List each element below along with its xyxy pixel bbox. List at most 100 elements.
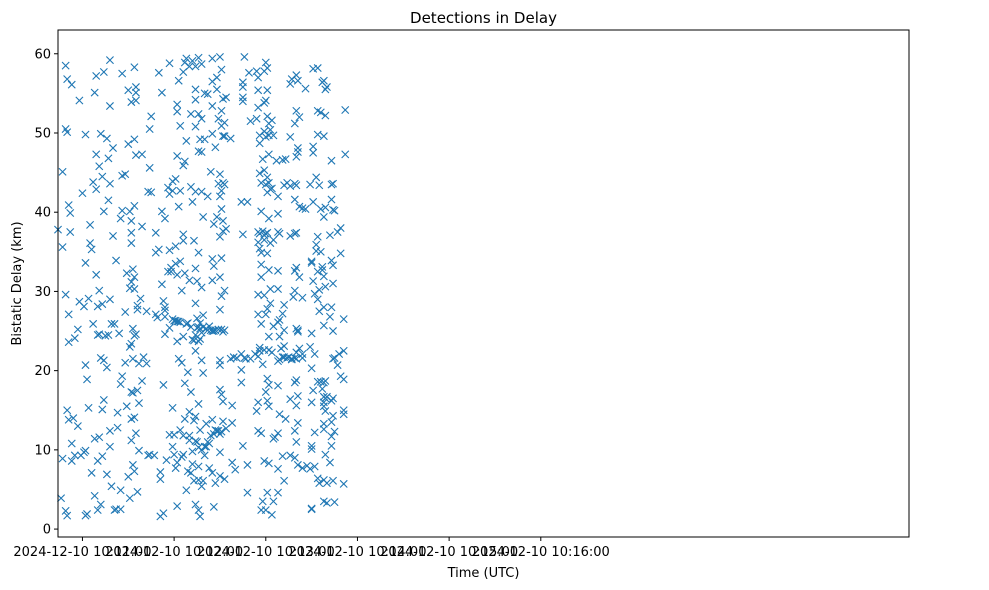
data-point [292,71,301,80]
data-point [240,52,249,61]
x-tick-label: 2024-12-10 10:13:00 [197,545,335,560]
data-point [208,468,217,477]
data-point [215,170,224,179]
data-point [321,111,330,120]
data-point [318,262,327,271]
data-point [280,342,289,351]
y-tick-label: 50 [34,126,51,141]
data-point [292,263,301,272]
data-point [322,479,331,488]
data-point [274,318,282,327]
data-point [164,183,172,192]
data-point [215,448,224,457]
data-point [315,181,324,190]
data-point [266,285,275,294]
data-point [309,277,318,286]
data-point [306,180,315,189]
data-point [208,102,217,111]
data-point [110,319,119,328]
data-point [173,151,182,160]
data-point [180,414,189,423]
data-point [92,185,101,194]
data-point [197,60,206,69]
data-point [157,207,166,216]
data-point [322,83,331,92]
data-point [298,464,307,473]
data-point [329,394,337,403]
data-point [130,285,139,294]
data-point [228,401,237,410]
data-point [261,388,270,397]
data-point [64,201,73,210]
data-point [290,286,299,295]
data-point [339,315,348,324]
data-point [264,150,273,159]
data-point [254,238,263,247]
data-point [280,300,289,309]
data-point [307,257,316,266]
data-point [252,114,261,123]
data-point [286,395,295,404]
data-point [215,361,224,370]
data-point [329,261,337,270]
data-point [280,476,289,485]
data-point [130,63,139,72]
data-point [193,437,202,446]
data-point [333,361,342,370]
data-point [321,450,330,459]
data-point [121,308,130,317]
data-point [83,375,92,384]
points-layer [54,52,350,521]
data-point [321,282,330,291]
data-point [292,401,301,410]
data-point [274,381,282,390]
data-point [104,196,113,205]
data-point [179,431,188,440]
data-point [127,339,136,348]
data-point [280,326,289,335]
data-point [63,75,72,84]
data-point [254,310,263,319]
data-point [267,510,276,519]
data-point [330,206,339,215]
data-point [101,331,110,340]
data-point [116,380,125,389]
x-tick-label: 2024-12-10 10:15:00 [380,545,518,560]
data-point [293,327,302,336]
data-point [133,301,142,310]
y-axis: 0 10 20 30 40 50 60 [34,47,58,538]
data-point [173,317,182,326]
data-point [341,106,350,114]
data-point [258,497,267,506]
data-point [264,214,273,223]
data-point [112,256,121,265]
data-point [336,224,345,233]
data-point [243,488,252,497]
data-point [168,442,177,451]
data-point [131,429,140,438]
data-point [257,207,266,216]
data-point [160,214,169,223]
data-point [290,453,299,462]
data-point [327,418,336,427]
data-point [66,228,75,236]
data-point [202,419,211,428]
data-point [263,249,272,258]
data-point [214,114,223,123]
data-point [95,330,104,339]
data-point [309,386,318,395]
data-point [174,76,183,85]
data-point [176,121,185,130]
data-point [127,436,136,445]
data-point [293,418,302,427]
data-point [179,230,188,239]
data-point [186,109,195,118]
data-point [96,129,105,138]
data-point [81,258,90,267]
data-point [86,239,95,248]
data-point [274,192,282,201]
data-point [238,83,247,92]
data-point [313,64,322,73]
data-point [339,479,348,488]
